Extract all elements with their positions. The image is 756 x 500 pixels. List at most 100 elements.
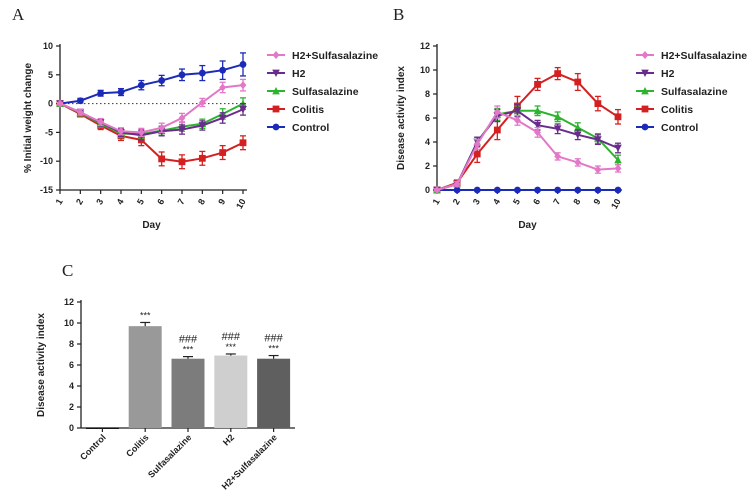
- x-tick-label: 7: [176, 197, 187, 206]
- legend-entry: H2: [267, 68, 306, 80]
- series-colitis: [56, 100, 247, 170]
- data-point: [493, 108, 501, 116]
- data-point: [553, 112, 562, 121]
- data-point: [554, 186, 562, 194]
- data-point: [239, 81, 247, 90]
- legend-entry: Control: [636, 122, 698, 134]
- data-point: [117, 88, 125, 96]
- y-tick-label: 10: [43, 41, 53, 51]
- series-h2-sulfasalazine: [56, 78, 247, 138]
- legend-entry: Control: [267, 122, 329, 134]
- data-point: [473, 186, 481, 194]
- data-point: [433, 186, 441, 194]
- x-tick-label: 5: [135, 197, 146, 206]
- data-point: [514, 116, 521, 125]
- x-tick-label: 5: [511, 197, 522, 206]
- data-point: [574, 78, 582, 86]
- x-tick-label: 1: [431, 197, 442, 206]
- legend-label: H2+Sulfasalazine: [661, 50, 747, 62]
- legend-label: H2: [292, 68, 306, 80]
- data-point: [178, 114, 186, 122]
- data-point: [158, 77, 166, 84]
- data-point: [534, 81, 541, 88]
- data-point: [594, 100, 602, 107]
- data-point: [117, 127, 125, 136]
- legend-entry: H2+Sulfasalazine: [636, 50, 747, 62]
- panel-label-c: C: [62, 261, 73, 280]
- bar-h2-sulfasalazine: [257, 358, 291, 428]
- y-tick-label: 2: [425, 161, 430, 171]
- x-tick-label: Colitis: [124, 432, 151, 459]
- data-point: [533, 121, 542, 130]
- data-point: [137, 81, 145, 89]
- data-point: [178, 126, 186, 134]
- legend-label: Control: [292, 122, 329, 134]
- y-tick-label: 8: [69, 339, 74, 349]
- data-point: [198, 154, 206, 162]
- legend-entry: Colitis: [267, 104, 324, 116]
- y-tick-label: 2: [69, 402, 74, 412]
- y-tick-label: -10: [40, 156, 53, 166]
- legend-label: Colitis: [661, 104, 693, 116]
- data-point: [614, 144, 622, 152]
- data-point: [178, 158, 186, 166]
- x-tick-label: 3: [471, 197, 482, 206]
- y-tick-label: 6: [69, 360, 74, 370]
- legend-swatch-marker: [641, 105, 649, 113]
- data-point: [453, 186, 461, 194]
- x-tick-label: 10: [234, 197, 248, 211]
- data-point: [178, 71, 186, 79]
- x-tick-label: 2: [74, 197, 85, 206]
- y-axis-label: Disease activity index: [396, 66, 407, 170]
- data-point: [97, 118, 105, 127]
- data-point: [239, 105, 247, 114]
- x-tick-label: Control: [78, 432, 108, 462]
- x-tick-label: 6: [155, 197, 166, 206]
- data-point: [594, 165, 602, 174]
- x-tick-label: 9: [216, 197, 227, 206]
- bar-colitis: [128, 326, 162, 428]
- data-point: [573, 131, 582, 139]
- x-tick-label: 6: [531, 197, 542, 206]
- x-tick-label: 4: [115, 197, 126, 206]
- data-point: [97, 89, 105, 97]
- data-point: [473, 140, 481, 149]
- data-point: [56, 99, 64, 108]
- data-point: [219, 149, 227, 156]
- y-tick-label: 4: [69, 381, 74, 391]
- x-tick-label: 8: [571, 197, 582, 206]
- significance-annotation: ***: [183, 345, 194, 355]
- data-point: [239, 139, 247, 147]
- y-tick-label: 0: [48, 99, 53, 109]
- legend-entry: H2+Sulfasalazine: [267, 50, 378, 62]
- series-control: [433, 186, 622, 194]
- legend-swatch-marker: [641, 51, 649, 59]
- data-point: [614, 156, 622, 164]
- data-point: [513, 107, 522, 115]
- legend-swatch-marker: [272, 123, 280, 131]
- data-point: [614, 164, 622, 173]
- x-tick-label: 8: [196, 197, 207, 206]
- data-point: [198, 122, 207, 130]
- x-tick-label: 3: [94, 197, 105, 206]
- y-axis-label: Disease activity index: [36, 313, 47, 417]
- data-point: [554, 152, 562, 161]
- panel-label-b: B: [393, 5, 404, 24]
- significance-annotation: ###: [264, 333, 283, 345]
- data-point: [554, 70, 562, 77]
- y-tick-label: 12: [64, 297, 74, 307]
- legend-label: Sulfasalazine: [292, 86, 359, 98]
- y-tick-label: 5: [48, 70, 53, 80]
- bar-sulfasalazine: [171, 358, 205, 428]
- significance-annotation: ***: [140, 310, 151, 320]
- legend-entry: Sulfasalazine: [267, 86, 359, 98]
- legend-label: H2: [661, 68, 675, 80]
- data-point: [533, 106, 542, 115]
- y-axis-label: % Initial weight change: [23, 63, 34, 173]
- series-line: [436, 109, 619, 191]
- data-point: [473, 150, 481, 158]
- x-axis-label: Day: [142, 220, 161, 231]
- series-line: [59, 84, 244, 134]
